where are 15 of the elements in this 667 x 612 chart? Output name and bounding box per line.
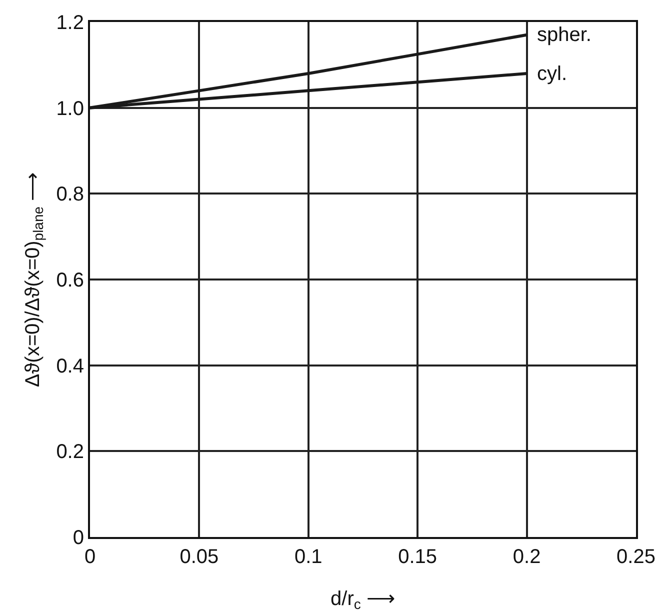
x-tick-label: 0.15	[398, 546, 438, 568]
x-tick-label: 0.05	[180, 546, 219, 568]
x-tick-label: 0.1	[294, 546, 322, 568]
series-label: spher.	[537, 24, 592, 46]
series-label: cyl.	[537, 63, 567, 85]
x-axis-title: d/r$_{c}$ ⟶	[330, 588, 396, 612]
y-tick-label: 0.6	[56, 270, 84, 292]
y-tick-label: 1.2	[56, 12, 84, 34]
y-tick-label: 0.4	[56, 355, 84, 378]
y-tick-label: 0.2	[56, 441, 84, 464]
y-tick-label: 1.0	[56, 98, 84, 120]
y-tick-label: 0	[72, 527, 84, 549]
y-tick-label: 0.8	[56, 184, 84, 206]
x-tick-label: 0.2	[512, 546, 541, 568]
x-tick-label: 0.25	[616, 546, 656, 568]
